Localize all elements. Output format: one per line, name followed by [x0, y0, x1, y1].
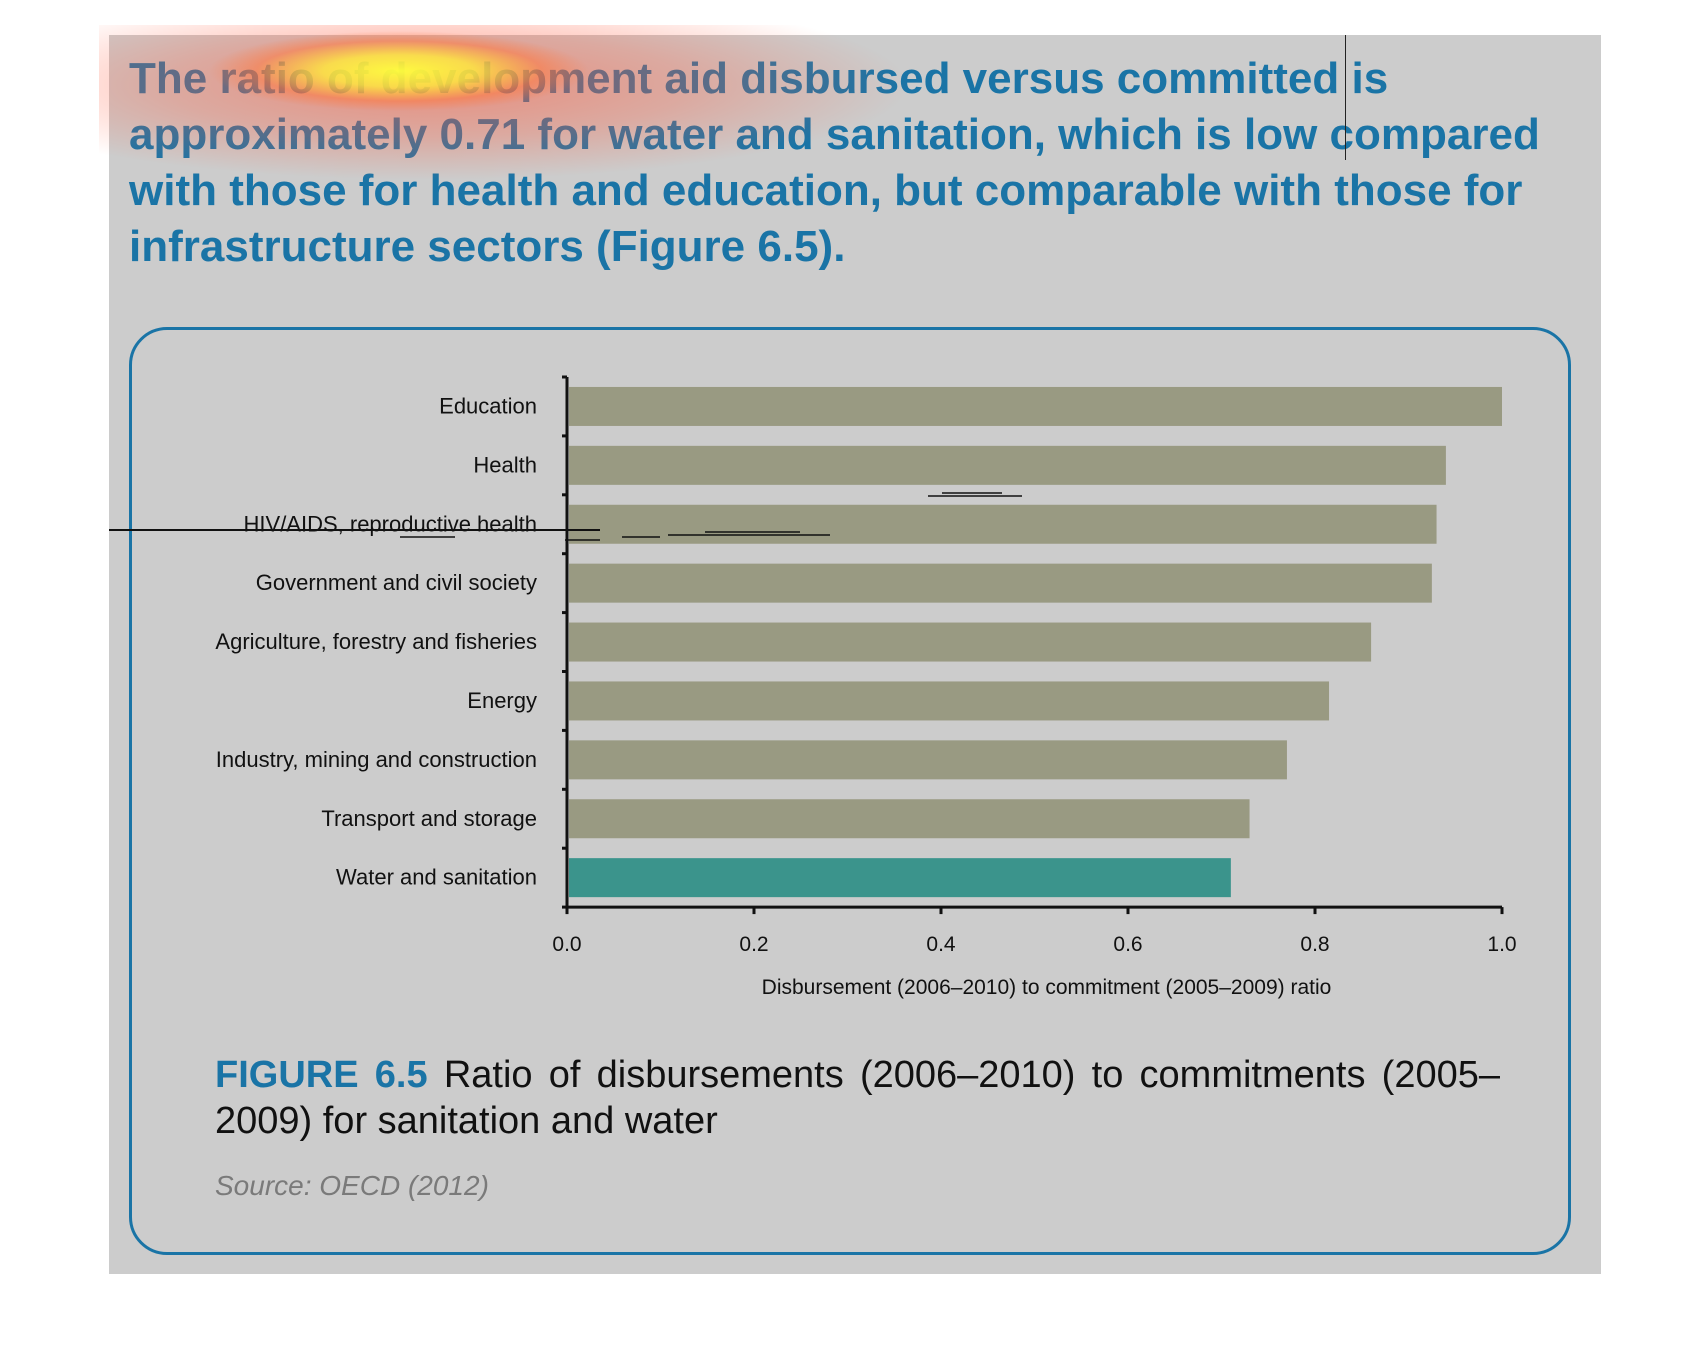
bar [569, 740, 1287, 780]
category-label: Education [439, 393, 537, 418]
figure-label: FIGURE 6.5 [215, 1054, 428, 1096]
x-tick-label: 0.2 [739, 933, 768, 956]
bar [569, 622, 1372, 662]
bar [569, 504, 1437, 544]
category-label: Health [473, 452, 537, 477]
bar [569, 386, 1502, 426]
bar [569, 681, 1330, 721]
x-tick-label: 0.0 [552, 933, 581, 956]
figure-caption-text: Ratio of disbursements (2006–2010) to co… [215, 1054, 1500, 1142]
text-cursor [1345, 35, 1346, 160]
bar [569, 563, 1432, 603]
x-axis-title: Disbursement (2006–2010) to commitment (… [762, 976, 1332, 999]
figure-box: Education Health HIV/AIDS, reproductive he… [129, 327, 1571, 1255]
x-tick-label: 0.4 [926, 933, 956, 956]
category-label: Water and sanitation [336, 865, 537, 890]
category-label: HIV/AIDS, reproductive health [244, 511, 537, 536]
x-tick-label: 0.8 [1300, 933, 1329, 956]
category-label: Energy [467, 688, 537, 713]
figure-source: Source: OECD (2012) [215, 1170, 489, 1201]
x-tick-label: 1.0 [1487, 933, 1516, 956]
headline-text: The ratio of development aid disbursed v… [129, 54, 1540, 271]
figure-caption: FIGURE 6.5 Ratio of disbursements (2006–… [215, 1052, 1500, 1144]
bar [569, 799, 1250, 839]
bar [569, 858, 1231, 898]
category-label: Industry, mining and construction [216, 747, 537, 772]
x-tick-label: 0.6 [1113, 933, 1142, 956]
category-label: Transport and storage [321, 806, 537, 831]
content-panel: The ratio of development aid disbursed v… [99, 25, 1601, 1274]
bar [569, 445, 1446, 485]
category-label: Government and civil society [256, 570, 537, 595]
category-label: Agriculture, forestry and fisheries [215, 629, 537, 654]
bar-chart: Education Health HIV/AIDS, reproductive he… [215, 375, 1517, 999]
